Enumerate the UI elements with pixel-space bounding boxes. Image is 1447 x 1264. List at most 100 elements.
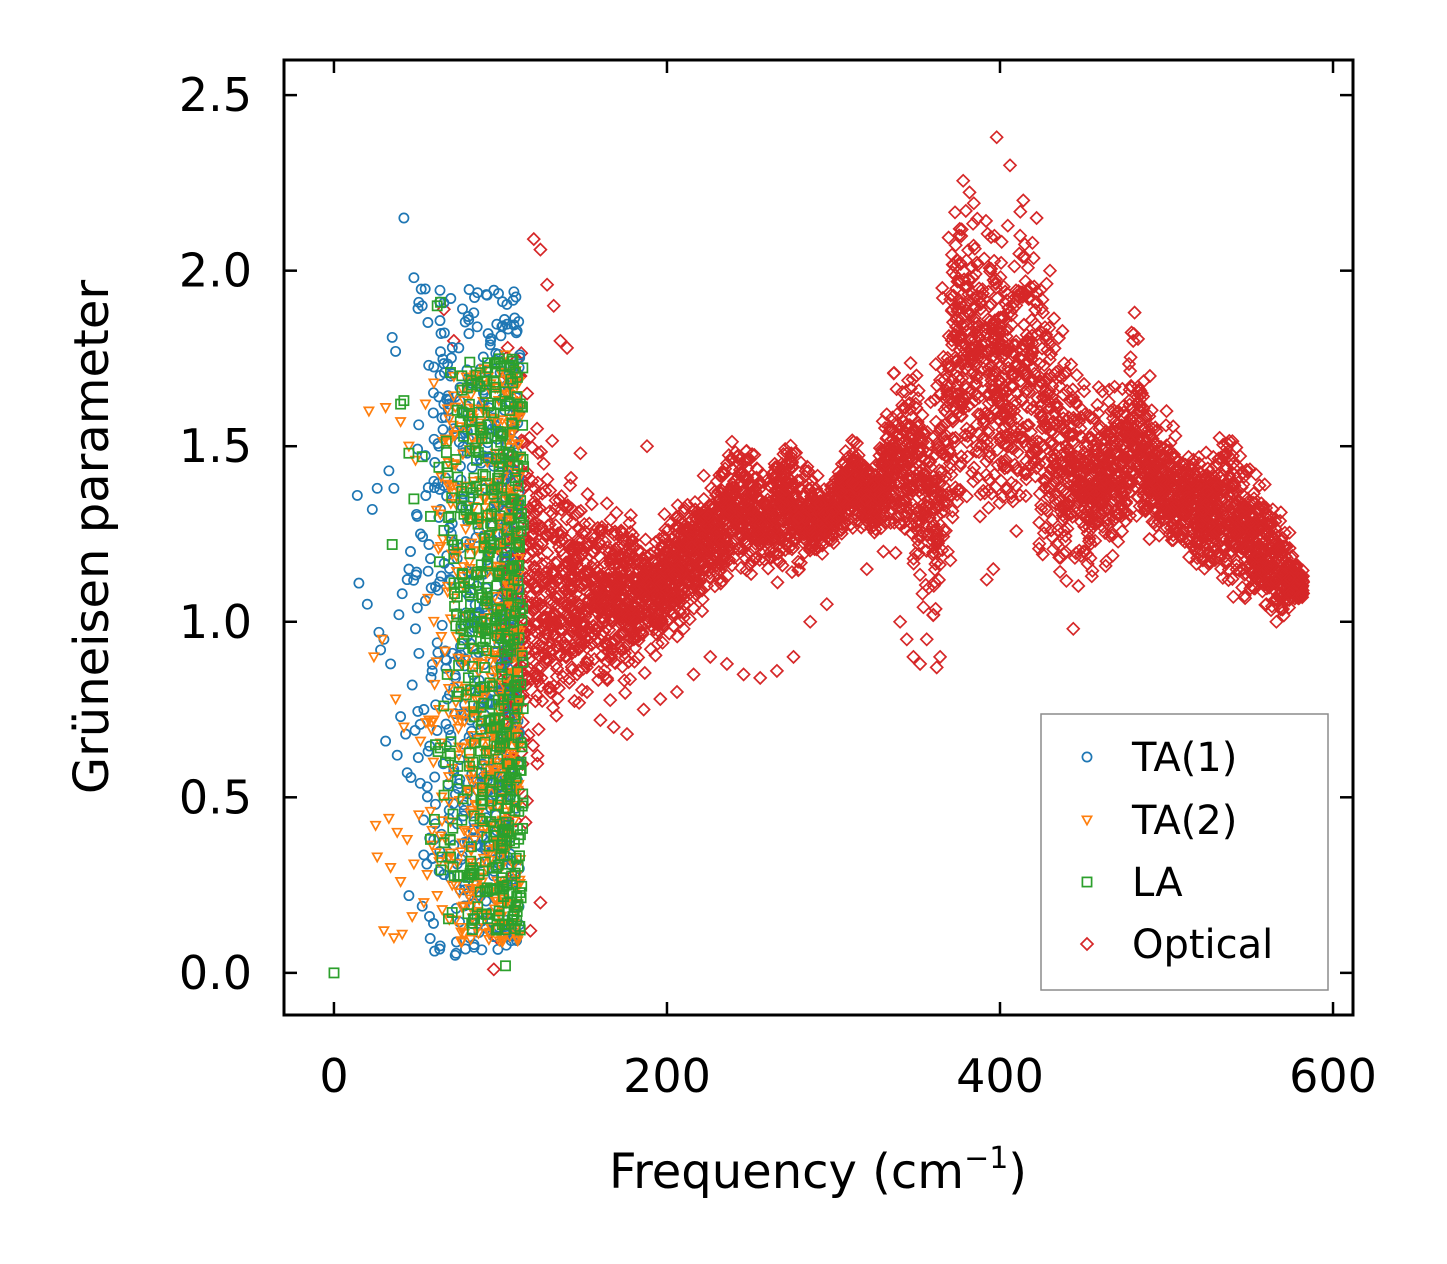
optical-point (1123, 350, 1138, 365)
optical-point (954, 353, 970, 369)
optical-point (1057, 509, 1072, 525)
optical-point (936, 349, 951, 364)
optical-point (548, 493, 563, 508)
optical-point (1045, 452, 1060, 467)
optical-point (1060, 470, 1076, 485)
optical-point (520, 573, 536, 589)
optical-point (987, 228, 1002, 244)
optical-point (961, 272, 976, 288)
optical-point (1016, 317, 1032, 333)
optical-point (726, 541, 741, 557)
optical-point (982, 260, 997, 276)
optical-point (945, 265, 960, 280)
optical-point (559, 512, 574, 527)
optical-point (539, 610, 555, 625)
optical-point (1114, 524, 1130, 539)
optical-point (910, 390, 926, 406)
optical-point (900, 373, 916, 388)
optical-point (1043, 461, 1059, 476)
optical-point (797, 545, 812, 560)
optical-point (1039, 276, 1054, 292)
optical-point (981, 500, 996, 515)
optical-point (1161, 451, 1176, 466)
optical-point (1046, 311, 1062, 326)
optical-point (966, 196, 982, 211)
optical-point (564, 501, 579, 516)
optical-point (882, 505, 897, 521)
optical-point (1130, 490, 1146, 505)
optical-point (1090, 397, 1105, 413)
optical-point (784, 565, 800, 580)
optical-point (1057, 356, 1072, 371)
optical-point (947, 205, 963, 220)
optical-point (638, 532, 653, 547)
optical-point (965, 216, 981, 231)
optical-point (600, 540, 615, 555)
optical-point (540, 472, 555, 487)
optical-point (530, 748, 545, 763)
optical-point (988, 480, 1003, 495)
optical-point (1142, 531, 1157, 547)
optical-point (915, 449, 930, 464)
optical-point (580, 651, 596, 667)
optical-point (954, 408, 969, 424)
optical-point (969, 387, 985, 402)
optical-point (660, 597, 675, 613)
optical-point (525, 738, 541, 753)
optical-point (996, 342, 1012, 358)
optical-point (1029, 284, 1044, 300)
optical-point (912, 567, 928, 583)
optical-point (1058, 545, 1074, 560)
optical-point (1029, 460, 1044, 476)
optical-point (953, 228, 969, 244)
optical-point (607, 654, 622, 670)
optical-point (1024, 312, 1039, 328)
optical-point (531, 722, 546, 737)
optical-point (962, 185, 977, 200)
optical-point (1032, 536, 1047, 551)
data-points-layer (328, 130, 1311, 979)
optical-point (777, 542, 793, 558)
optical-point (1219, 553, 1235, 569)
optical-point (995, 422, 1010, 438)
optical-point (775, 558, 790, 573)
optical-point (1055, 387, 1071, 402)
optical-point (534, 693, 550, 708)
optical-point (1061, 427, 1077, 442)
optical-point (804, 480, 820, 495)
optical-point (1059, 573, 1074, 589)
optical-point (886, 365, 902, 381)
optical-point (977, 486, 992, 501)
optical-point (1042, 384, 1057, 399)
optical-point (1120, 476, 1135, 491)
optical-point (630, 554, 645, 569)
optical-point (617, 685, 633, 701)
optical-point (530, 756, 545, 771)
optical-point (739, 487, 754, 503)
optical-point (730, 530, 746, 545)
optical-point (1076, 383, 1092, 399)
optical-point (938, 427, 953, 442)
optical-point (655, 635, 670, 650)
optical-point (793, 555, 809, 570)
optical-point (569, 556, 584, 571)
optical-point (1226, 589, 1241, 605)
optical-point (654, 614, 670, 629)
optical-point (1076, 376, 1092, 392)
optical-point (1028, 302, 1043, 318)
optical-point (889, 382, 904, 397)
optical-point (1019, 327, 1034, 342)
optical-point (1105, 548, 1120, 563)
optical-point (694, 603, 710, 619)
optical-point (1032, 456, 1047, 472)
optical-point (983, 229, 999, 245)
optical-point (854, 520, 869, 535)
optical-point (1166, 447, 1182, 462)
optical-point (567, 693, 582, 709)
optical-point (526, 527, 541, 542)
optical-point (547, 576, 562, 592)
optical-point (580, 486, 595, 502)
optical-point (916, 599, 931, 615)
optical-point (965, 270, 981, 286)
